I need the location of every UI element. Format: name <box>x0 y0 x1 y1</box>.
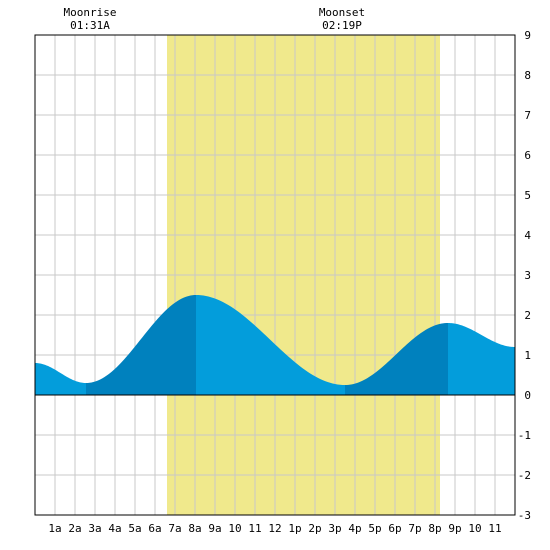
x-tick-label: 1a <box>48 522 61 535</box>
x-tick-label: 12 <box>268 522 281 535</box>
x-tick-label: 11 <box>488 522 501 535</box>
grid-group <box>35 35 515 515</box>
x-tick-label: 3p <box>328 522 341 535</box>
y-tick-label: 1 <box>524 349 531 362</box>
tide-segment-falling <box>196 295 345 395</box>
tide-segment-rising <box>345 323 448 395</box>
y-tick-label: 3 <box>524 269 531 282</box>
x-tick-label: 6a <box>148 522 161 535</box>
tide-area-group <box>35 295 515 395</box>
moonset-label: Moonset 02:19P <box>310 6 374 32</box>
x-tick-label: 10 <box>228 522 241 535</box>
moonrise-label: Moonrise 01:31A <box>58 6 122 32</box>
x-tick-label: 7p <box>408 522 421 535</box>
x-tick-label: 6p <box>388 522 401 535</box>
x-tick-label: 10 <box>468 522 481 535</box>
x-tick-label: 8p <box>428 522 441 535</box>
y-tick-label: 7 <box>524 109 531 122</box>
y-tick-label: 0 <box>524 389 531 402</box>
x-tick-label: 9a <box>208 522 221 535</box>
y-tick-label: 8 <box>524 69 531 82</box>
tide-segment-falling <box>448 323 515 395</box>
x-tick-label: 8a <box>188 522 201 535</box>
moonrise-title: Moonrise <box>63 6 117 19</box>
x-tick-label: 2p <box>308 522 321 535</box>
x-tick-label: 9p <box>448 522 461 535</box>
y-tick-label: 2 <box>524 309 531 322</box>
x-tick-label: 1p <box>288 522 301 535</box>
y-tick-label: -3 <box>518 509 531 522</box>
x-tick-label: 4p <box>348 522 361 535</box>
y-tick-label: 6 <box>524 149 531 162</box>
y-tick-label: -1 <box>518 429 531 442</box>
x-tick-label: 5p <box>368 522 381 535</box>
y-tick-labels: -3 -2 -1 0 1 2 3 4 5 6 7 8 9 <box>518 29 532 522</box>
y-tick-label: 5 <box>524 189 531 202</box>
x-tick-label: 7a <box>168 522 181 535</box>
moonset-title: Moonset <box>318 6 366 19</box>
x-tick-label: 4a <box>108 522 121 535</box>
plot-frame <box>34 34 516 516</box>
tide-segment-falling <box>35 363 86 395</box>
y-tick-label: 4 <box>524 229 531 242</box>
moonset-time: 02:19P <box>322 19 362 32</box>
x-tick-label: 2a <box>68 522 81 535</box>
x-tick-label: 11 <box>248 522 261 535</box>
x-tick-label: 3a <box>88 522 101 535</box>
x-tick-labels: 1a 2a 3a 4a 5a 6a 7a 8a 9a 10 11 12 1p 2p 3p 4p 5p 6p 7p 8p… <box>48 522 501 535</box>
x-tick-label: 5a <box>128 522 141 535</box>
y-tick-label: -2 <box>518 469 531 482</box>
moonrise-time: 01:31A <box>70 19 110 32</box>
y-tick-label: 9 <box>524 29 531 42</box>
axes-group <box>34 34 516 516</box>
tide-segment-rising <box>86 295 196 395</box>
